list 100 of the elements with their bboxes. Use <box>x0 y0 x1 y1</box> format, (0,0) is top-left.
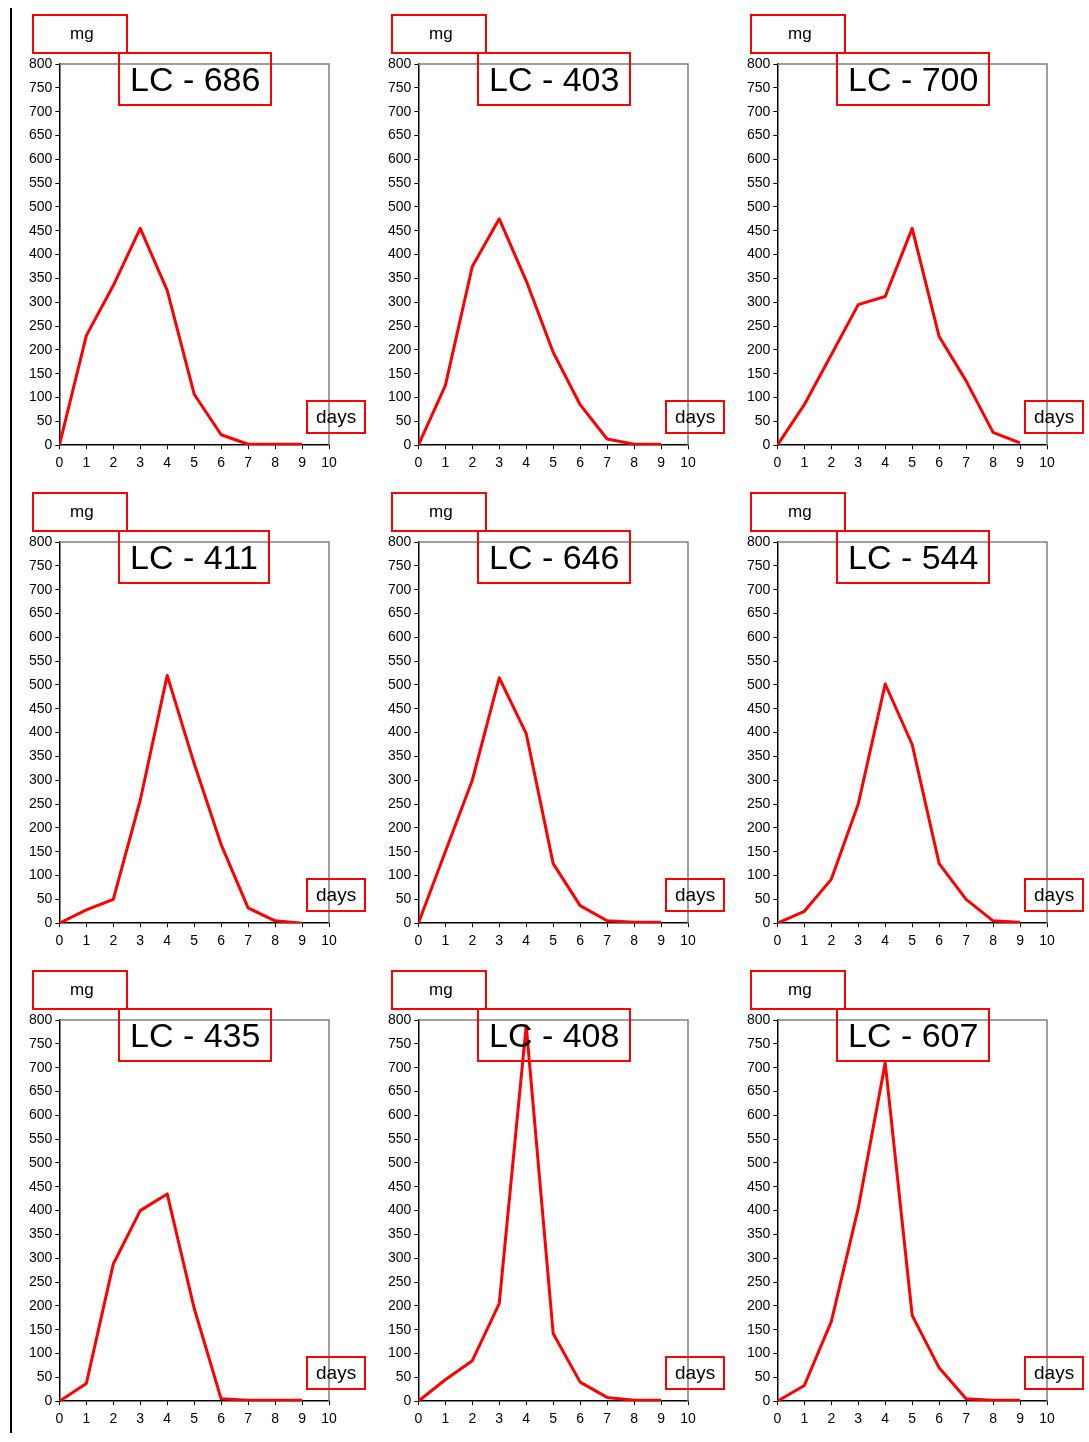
y-tick-label: 600 <box>388 1106 412 1123</box>
y-tick-label: 500 <box>29 1153 53 1170</box>
x-tick-label: 4 <box>163 932 172 949</box>
y-tick-label: 550 <box>388 651 412 668</box>
y-tick-label: 350 <box>388 747 412 764</box>
x-tick-label: 8 <box>271 1410 280 1427</box>
y-tick-label: 600 <box>29 1106 53 1123</box>
y-tick-label: 200 <box>388 1296 412 1313</box>
y-tick-label: 500 <box>388 675 412 692</box>
y-tick-label: 0 <box>403 1392 412 1409</box>
y-tick-label: 750 <box>29 556 53 573</box>
y-tick-label: 450 <box>747 1177 771 1194</box>
y-tick-label: 50 <box>754 890 771 907</box>
x-tick-label: 7 <box>244 1410 253 1427</box>
x-tick-label: 6 <box>935 454 944 471</box>
x-tick-label: 6 <box>935 1410 944 1427</box>
y-tick-label: 750 <box>388 1034 412 1051</box>
y-tick-label: 600 <box>747 628 771 645</box>
y-tick-label: 750 <box>29 78 53 95</box>
y-tick-label: 300 <box>388 293 412 310</box>
y-tick-label: 800 <box>388 532 412 549</box>
x-axis-title: days <box>1024 400 1085 434</box>
y-axis-title: mg <box>429 24 453 44</box>
chart-title: LC - 411 <box>118 530 270 584</box>
x-tick-label: 9 <box>1016 454 1025 471</box>
x-tick-label: 5 <box>549 454 558 471</box>
y-tick-label: 200 <box>747 1296 771 1313</box>
y-tick-label: 700 <box>29 580 53 597</box>
y-tick-label: 0 <box>44 1392 53 1409</box>
x-tick-label: 8 <box>989 932 998 949</box>
y-tick-label: 550 <box>29 1129 53 1146</box>
y-tick-label: 450 <box>747 221 771 238</box>
y-tick-label: 350 <box>747 747 771 764</box>
x-tick-label: 8 <box>989 454 998 471</box>
y-tick-label: 200 <box>388 340 412 357</box>
chart-title: LC - 544 <box>836 530 991 584</box>
x-tick-label: 2 <box>468 1410 477 1427</box>
y-tick-label: 500 <box>747 1153 771 1170</box>
y-tick-label: 50 <box>395 1368 412 1385</box>
y-tick-label: 800 <box>29 532 53 549</box>
x-tick-label: 5 <box>908 454 917 471</box>
y-tick-label: 300 <box>388 1249 412 1266</box>
y-tick-label: 600 <box>747 150 771 167</box>
x-tick-label: 9 <box>657 454 666 471</box>
chart-title: LC - 700 <box>836 52 991 106</box>
x-tick-label: 10 <box>680 932 696 949</box>
x-tick-label: 0 <box>773 1410 782 1427</box>
y-tick-label: 400 <box>747 245 771 262</box>
x-tick-label: 6 <box>576 932 585 949</box>
y-tick-label: 200 <box>29 340 53 357</box>
x-tick-label: 6 <box>576 454 585 471</box>
y-tick-label: 800 <box>747 1010 771 1027</box>
y-tick-label: 450 <box>388 221 412 238</box>
y-tick-label: 550 <box>29 173 53 190</box>
y-tick-label: 0 <box>762 1392 771 1409</box>
x-tick-label: 3 <box>854 1410 863 1427</box>
y-tick-label: 800 <box>747 54 771 71</box>
x-tick-label: 7 <box>962 932 971 949</box>
x-tick-label: 1 <box>82 932 91 949</box>
y-axis-title: mg <box>70 24 94 44</box>
x-tick-label: 5 <box>549 932 558 949</box>
y-tick-label: 400 <box>29 245 53 262</box>
x-tick-label: 1 <box>82 454 91 471</box>
y-tick-label: 750 <box>388 556 412 573</box>
y-tick-label: 0 <box>762 914 771 931</box>
x-tick-label: 8 <box>630 1410 639 1427</box>
x-tick-label: 10 <box>1039 932 1055 949</box>
x-tick-label: 0 <box>55 1410 64 1427</box>
y-tick-label: 350 <box>29 269 53 286</box>
x-tick-label: 2 <box>109 454 118 471</box>
x-tick-label: 5 <box>908 1410 917 1427</box>
y-tick-label: 200 <box>29 1296 53 1313</box>
y-tick-label: 500 <box>29 675 53 692</box>
y-axis-title: mg <box>788 24 812 44</box>
y-tick-label: 200 <box>747 340 771 357</box>
y-tick-label: 250 <box>29 794 53 811</box>
y-tick-label: 400 <box>388 245 412 262</box>
x-tick-label: 5 <box>190 1410 199 1427</box>
x-tick-label: 6 <box>935 932 944 949</box>
y-tick-label: 400 <box>747 723 771 740</box>
y-tick-label: 650 <box>747 604 771 621</box>
y-tick-label: 200 <box>747 818 771 835</box>
y-tick-label: 750 <box>29 1034 53 1051</box>
x-tick-label: 3 <box>854 932 863 949</box>
y-tick-label: 400 <box>388 1201 412 1218</box>
x-tick-label: 1 <box>441 454 450 471</box>
y-tick-label: 150 <box>388 1320 412 1337</box>
y-tick-label: 300 <box>747 293 771 310</box>
y-tick-label: 150 <box>388 364 412 381</box>
y-tick-label: 750 <box>747 556 771 573</box>
x-tick-label: 9 <box>1016 1410 1025 1427</box>
x-axis-title: days <box>665 878 726 912</box>
x-tick-label: 5 <box>549 1410 558 1427</box>
y-tick-label: 100 <box>388 388 412 405</box>
y-tick-label: 450 <box>29 221 53 238</box>
x-tick-label: 3 <box>495 454 504 471</box>
y-tick-label: 0 <box>44 436 53 453</box>
y-tick-label: 0 <box>762 436 771 453</box>
x-tick-label: 10 <box>680 454 696 471</box>
y-tick-label: 550 <box>29 651 53 668</box>
